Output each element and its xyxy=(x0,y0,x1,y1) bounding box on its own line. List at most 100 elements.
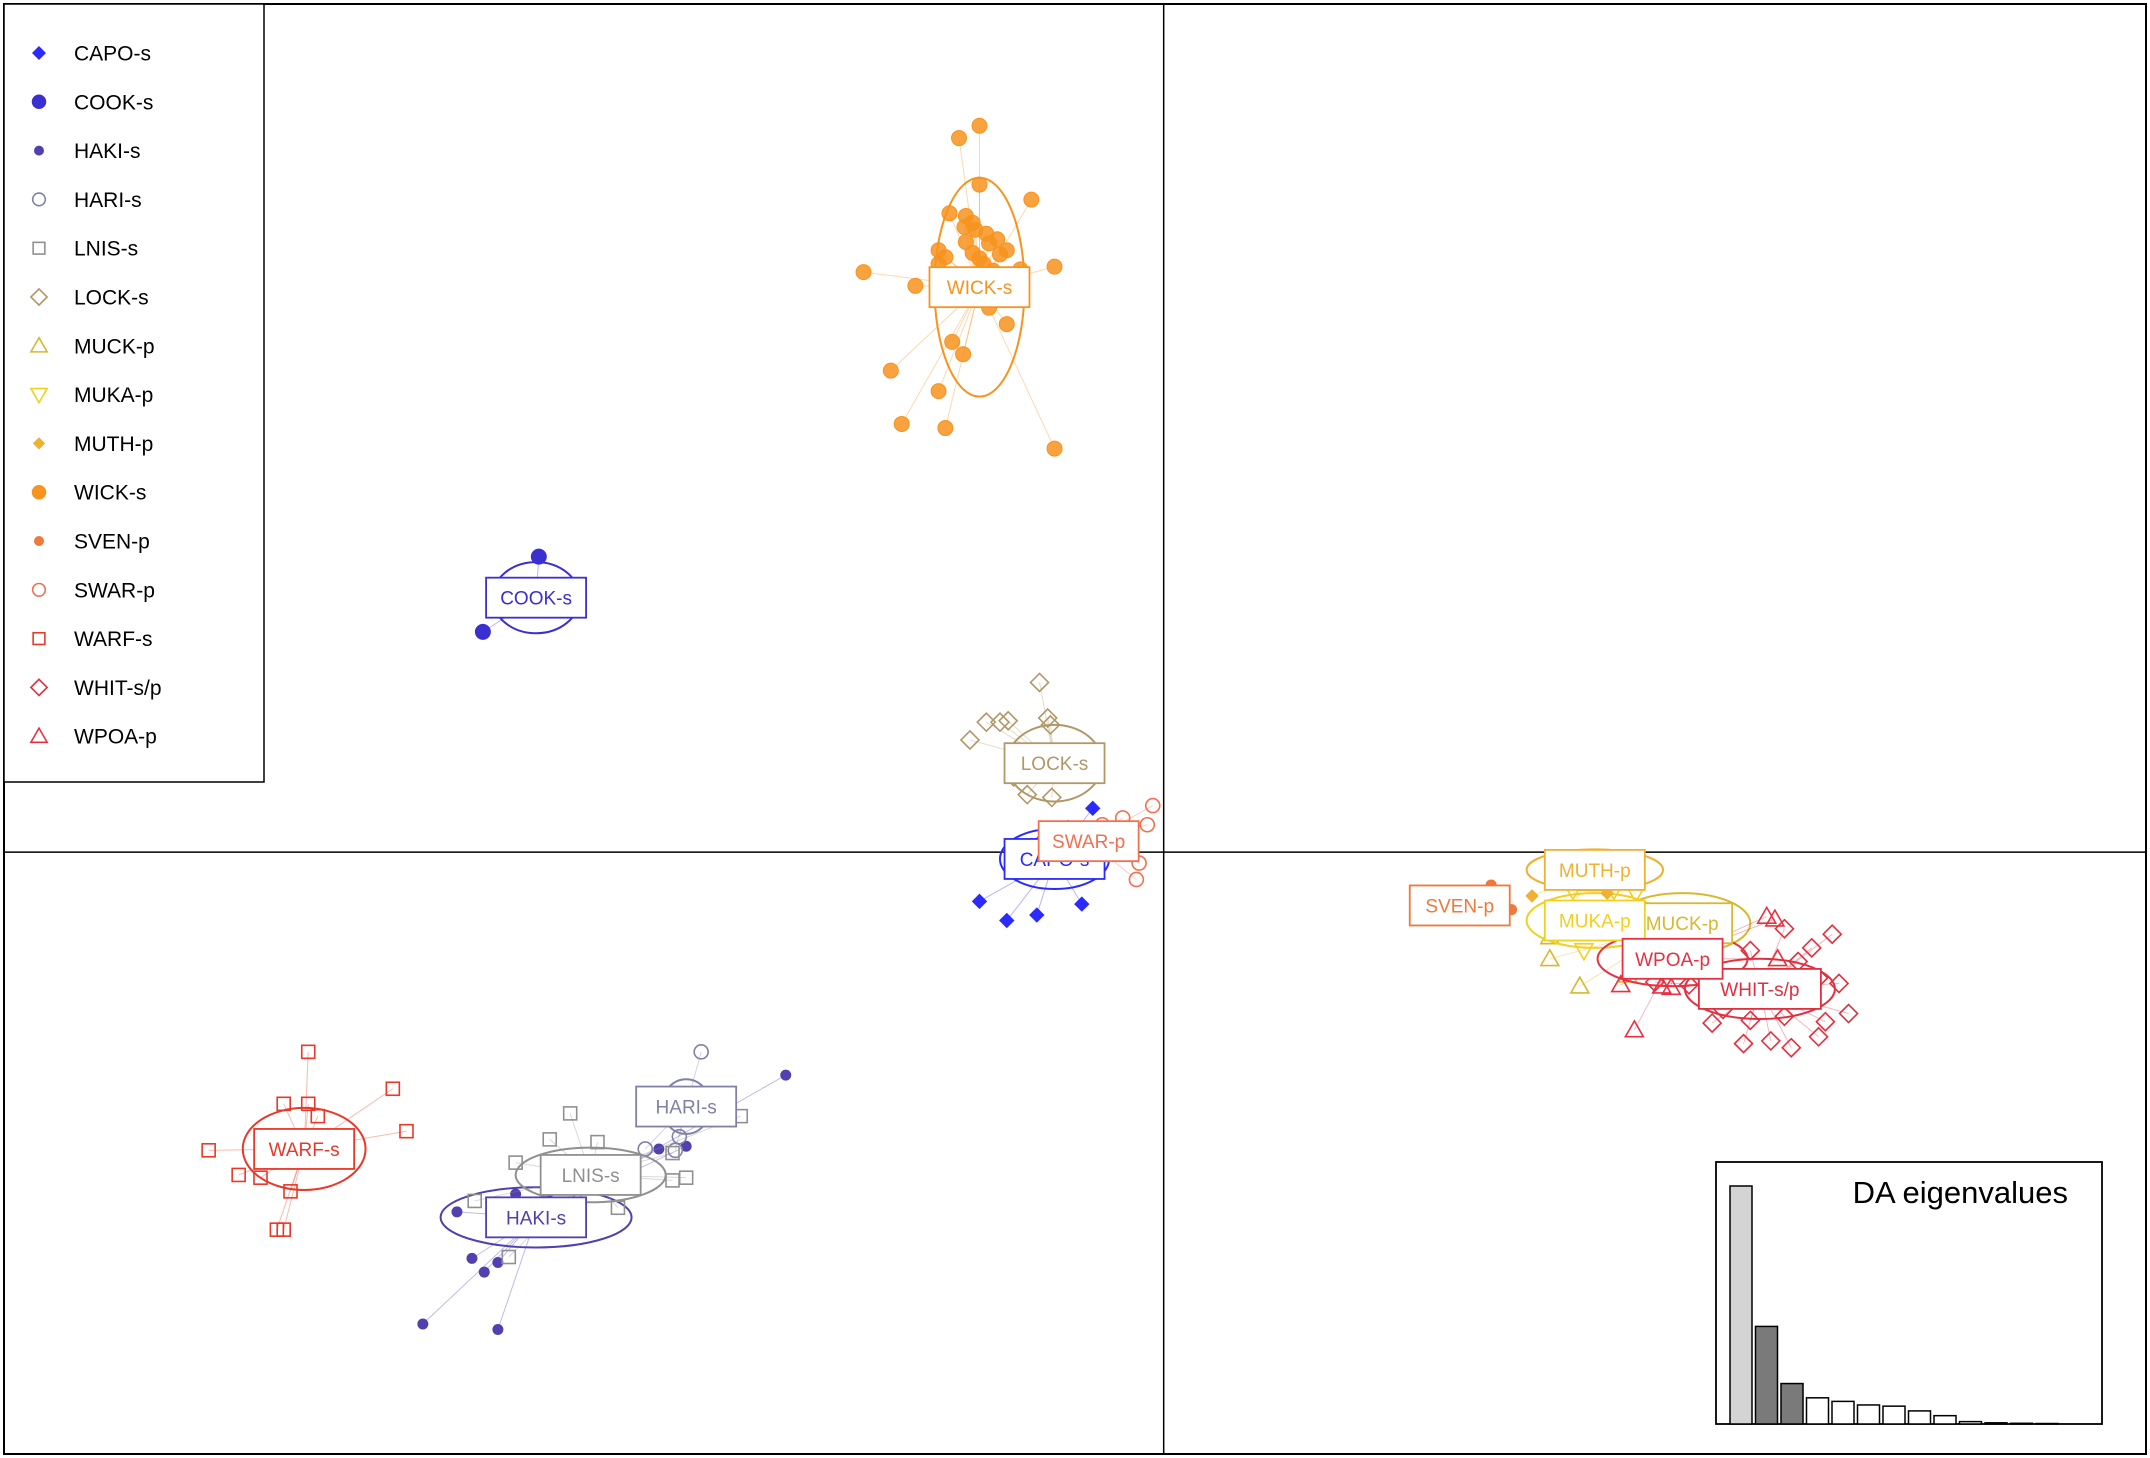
point-wick-s xyxy=(944,333,961,350)
point-wick-s xyxy=(971,117,988,134)
legend-marker-whit-s-p xyxy=(29,678,49,697)
point-haki-s xyxy=(780,1069,792,1081)
point-lock-s xyxy=(1037,707,1058,729)
point-hari-s xyxy=(671,1128,688,1145)
point-warf-s xyxy=(283,1184,298,1199)
point-haki-s xyxy=(417,1318,429,1330)
legend-marker-wick-s xyxy=(31,484,47,500)
point-whit-s-p xyxy=(1740,940,1761,961)
point-lnis-s xyxy=(610,1200,626,1216)
point-wick-s xyxy=(1046,440,1063,457)
point-wick-s xyxy=(937,420,954,437)
point-warf-s xyxy=(399,1123,414,1139)
point-wpoa-p xyxy=(1660,976,1682,996)
eigenvalue-bar xyxy=(1754,1325,1779,1425)
legend-label-whit-s-p: WHIT-s/p xyxy=(74,677,162,700)
series-lock-s xyxy=(959,672,1104,808)
label-muck-p: MUCK-p xyxy=(1646,914,1719,935)
legend-label-muka-p: MUKA-p xyxy=(74,384,153,407)
legend-label-haki-s: HAKI-s xyxy=(74,140,141,163)
point-hari-s xyxy=(693,1044,709,1060)
point-whit-s-p xyxy=(1808,1026,1829,1047)
label-warf-s: WARF-s xyxy=(269,1140,340,1161)
legend-marker-lnis-s xyxy=(32,241,46,255)
point-warf-s xyxy=(300,1044,316,1060)
ellipse-warf-s xyxy=(241,1106,367,1191)
point-wick-s xyxy=(855,264,872,281)
label-cook-s: COOK-s xyxy=(500,589,572,610)
ellipse-haki-s xyxy=(439,1186,633,1249)
point-capo-s xyxy=(1074,896,1090,912)
legend-marker-lock-s xyxy=(29,287,49,307)
label-box-muck-p xyxy=(1631,902,1734,945)
label-box-muka-p xyxy=(1543,899,1646,942)
legend-label-hari-s: HARI-s xyxy=(74,189,142,212)
legend-marker-cook-s xyxy=(31,94,47,110)
point-wick-s xyxy=(941,205,958,222)
label-box-muth-p xyxy=(1543,848,1646,891)
legend-marker-muka-p xyxy=(29,387,49,405)
point-lock-s xyxy=(959,729,981,751)
eigenvalue-bar xyxy=(1729,1185,1753,1425)
eigenvalue-bar xyxy=(1907,1410,1932,1425)
point-wick-s xyxy=(998,316,1015,333)
legend-box xyxy=(3,3,265,783)
point-muth-p xyxy=(1525,889,1539,903)
point-whit-s-p xyxy=(1760,1030,1781,1052)
label-haki-s: HAKI-s xyxy=(506,1208,566,1229)
label-box-hari-s xyxy=(635,1085,738,1128)
point-whit-s-p xyxy=(1838,1003,1859,1024)
label-box-warf-s xyxy=(253,1128,356,1170)
label-box-sven-p xyxy=(1408,884,1511,927)
point-lock-s xyxy=(1029,672,1050,693)
legend-marker-swar-p xyxy=(31,582,47,597)
point-wpoa-p xyxy=(1764,908,1786,927)
point-lock-s xyxy=(1017,784,1038,805)
label-wpoa-p: WPOA-p xyxy=(1635,950,1710,971)
point-wpoa-p xyxy=(1756,905,1778,924)
legend-label-cook-s: COOK-s xyxy=(74,91,153,114)
point-lock-s xyxy=(1040,714,1061,736)
point-cook-s xyxy=(530,548,547,565)
point-whit-s-p xyxy=(1678,974,1700,995)
label-lock-s: LOCK-s xyxy=(1021,754,1089,775)
point-wick-s xyxy=(971,176,988,193)
point-whit-s-p xyxy=(1828,973,1850,994)
point-warf-s xyxy=(276,1222,291,1237)
point-haki-s xyxy=(466,1252,478,1264)
eigenvalue-bar xyxy=(1882,1405,1906,1425)
point-lock-s xyxy=(989,712,1011,733)
eigenvalue-bar xyxy=(1780,1382,1804,1425)
point-lnis-s xyxy=(542,1132,558,1147)
legend-marker-sven-p xyxy=(34,536,44,546)
label-box-lnis-s xyxy=(539,1154,642,1196)
legend-marker-hari-s xyxy=(31,192,47,207)
point-whit-s-p xyxy=(1822,924,1843,945)
point-lock-s xyxy=(976,712,997,733)
point-whit-s-p xyxy=(1781,1037,1802,1058)
legend-marker-wpoa-p xyxy=(29,726,49,744)
point-haki-s xyxy=(478,1266,490,1278)
point-muck-p xyxy=(1539,948,1561,967)
point-warf-s xyxy=(231,1167,246,1183)
point-swar-p xyxy=(1139,816,1156,833)
label-muth-p: MUTH-p xyxy=(1559,861,1631,882)
point-swar-p xyxy=(1128,871,1145,888)
eigenvalue-bar xyxy=(1856,1404,1881,1425)
point-hari-s xyxy=(667,1142,684,1159)
point-warf-s xyxy=(300,1096,316,1112)
point-wick-s xyxy=(955,346,972,363)
point-whit-s-p xyxy=(1740,1010,1761,1031)
label-swar-p: SWAR-p xyxy=(1052,832,1125,853)
point-wick-s xyxy=(893,415,910,432)
point-capo-s xyxy=(999,912,1015,929)
point-capo-s xyxy=(971,893,988,910)
label-whit-s-p: WHIT-s/p xyxy=(1720,980,1799,1001)
point-wpoa-p xyxy=(1767,948,1789,967)
point-capo-s xyxy=(1085,800,1101,817)
legend-label-wick-s: WICK-s xyxy=(74,482,146,505)
point-wick-s xyxy=(951,130,968,147)
point-warf-s xyxy=(385,1081,401,1097)
label-box-haki-s xyxy=(485,1196,587,1239)
